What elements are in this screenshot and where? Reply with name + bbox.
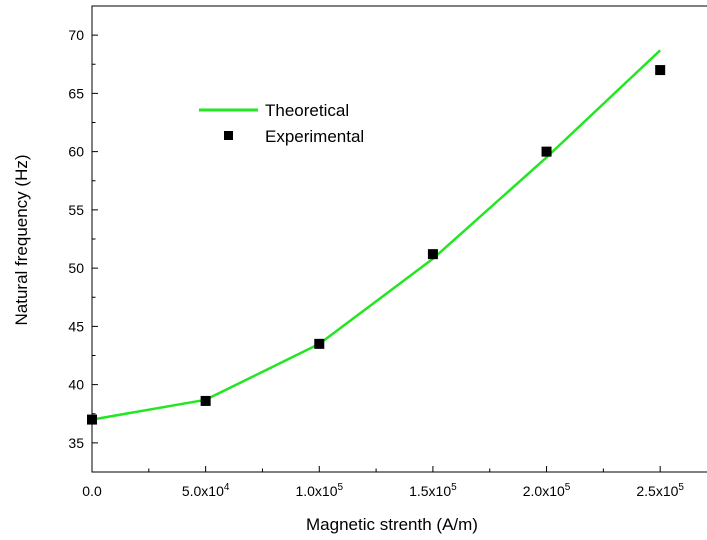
x-tick-label: 1.0x105 [295,482,343,499]
x-tick-label: 2.5x105 [636,482,684,499]
x-tick-label: 1.5x105 [409,482,457,499]
experimental-point [655,65,666,76]
x-axis-title: Magnetic strenth (A/m) [306,515,478,534]
y-tick-label: 70 [68,27,84,43]
y-axis: 35 40 45 50 55 60 65 70 [68,5,98,473]
y-tick-label: 55 [68,202,84,218]
series-layer [87,49,666,425]
experimental-point [427,249,438,260]
theoretical-line [91,49,662,421]
experimental-point [541,146,552,157]
y-tick-label: 65 [68,85,84,101]
x-tick-label: 5.0x104 [182,482,230,499]
x-axis: 0.0 5.0x104 1.0x105 1.5x105 2.0x105 2.5x105 [82,466,684,499]
legend: Theoretical Experimental [199,101,364,146]
experimental-point [87,414,97,425]
x-tick-label: 0.0 [82,483,102,499]
legend-experimental-label: Experimental [265,127,364,146]
plot-area [91,5,707,473]
experimental-point [200,395,211,406]
x-tick-label: 2.0x105 [523,482,571,499]
y-tick-label: 50 [68,260,84,276]
experimental-point [314,338,325,349]
y-axis-title: Natural frequency (Hz) [12,154,31,325]
y-tick-label: 60 [68,144,84,160]
y-tick-label: 40 [68,377,84,393]
legend-experimental-swatch [224,131,233,140]
legend-theoretical-label: Theoretical [265,101,349,120]
y-tick-label: 35 [68,435,84,451]
y-tick-label: 45 [68,318,84,334]
